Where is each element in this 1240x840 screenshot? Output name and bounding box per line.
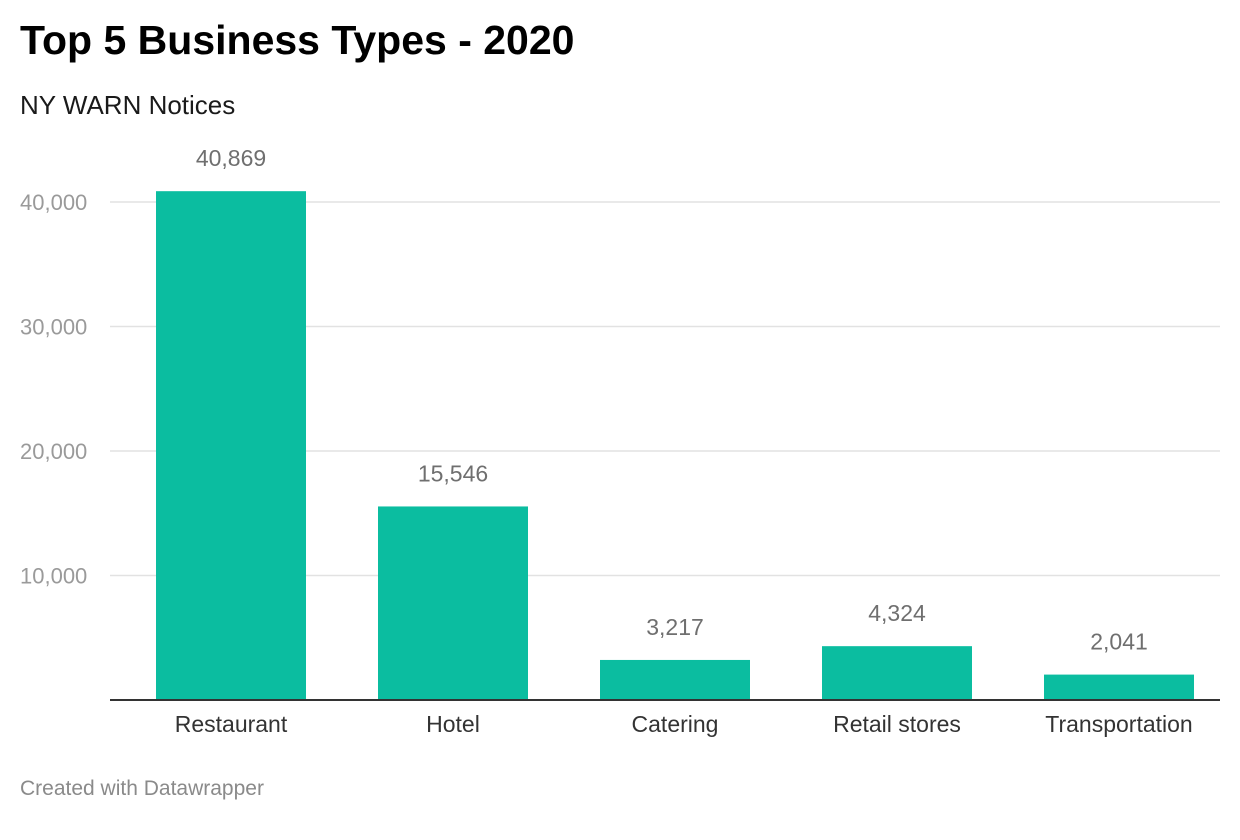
x-axis-category-labels: Restaurant Hotel Catering Retail stores Tran… [175, 711, 1193, 737]
bar-value-label: 3,217 [646, 614, 704, 640]
chart-title: Top 5 Business Types - 2020 [20, 17, 575, 63]
y-tick-label: 40,000 [20, 190, 87, 215]
bar [378, 506, 528, 700]
value-labels: 40,869 15,546 3,217 4,324 2,041 [196, 145, 1148, 654]
bar-value-label: 2,041 [1090, 629, 1148, 655]
bar [600, 659, 750, 700]
x-category-label: Catering [632, 711, 719, 737]
y-axis-tick-labels: 10,000 20,000 30,000 40,000 [20, 190, 87, 589]
chart-subtitle: NY WARN Notices [20, 90, 236, 120]
y-tick-label: 10,000 [20, 564, 87, 589]
x-category-label: Restaurant [175, 711, 288, 737]
bar [156, 191, 306, 700]
x-category-label: Transportation [1045, 711, 1192, 737]
bar [822, 646, 972, 700]
y-tick-label: 20,000 [20, 439, 87, 464]
y-tick-label: 30,000 [20, 315, 87, 340]
footer-credit: Created with Datawrapper [20, 777, 264, 800]
bar-value-label: 15,546 [418, 460, 488, 486]
bar-value-label: 40,869 [196, 145, 266, 171]
bar [1044, 674, 1194, 700]
x-category-label: Hotel [426, 711, 480, 737]
x-category-label: Retail stores [833, 711, 961, 737]
bar-value-label: 4,324 [868, 600, 926, 626]
bars [156, 191, 1194, 700]
